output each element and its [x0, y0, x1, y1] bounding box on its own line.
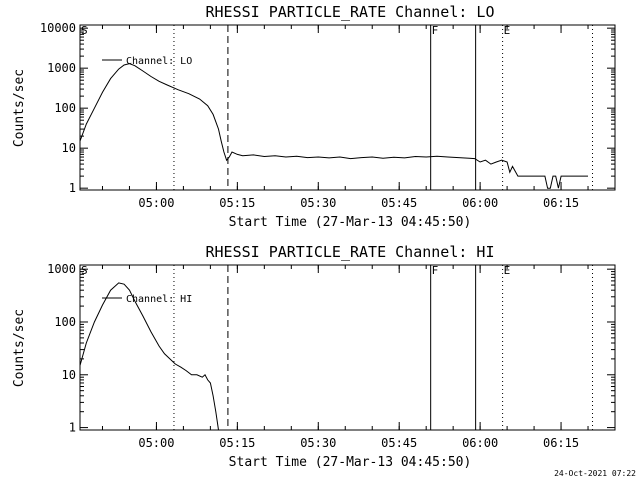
marker-label-F-hi: F [432, 264, 439, 277]
y-tick-label-lo: 10000 [40, 21, 76, 35]
y-tick-label-hi: 10 [62, 368, 76, 382]
x-tick-label-hi: 05:45 [381, 436, 417, 450]
y-axis-label-hi: Counts/sec [12, 309, 27, 387]
y-tick-label-hi: 1 [69, 421, 76, 435]
x-tick-label-lo: 05:45 [381, 196, 417, 210]
series-line-hi [79, 282, 219, 431]
plot-frame-lo [79, 24, 616, 191]
y-tick-label-lo: 1 [69, 181, 76, 195]
x-tick-label-lo: 05:15 [219, 196, 255, 210]
x-tick-label-hi: 05:00 [138, 436, 174, 450]
series-line-lo [79, 63, 588, 189]
marker-label-E-hi: E [504, 264, 511, 277]
footer-timestamp: 24-Oct-2021 07:22 [554, 469, 636, 478]
panel-lo: RHESSI PARTICLE_RATE Channel: LO S F E 1 10… [12, 3, 616, 230]
panel-hi: RHESSI PARTICLE_RATE Channel: HI S F E 1 10… [12, 243, 616, 470]
y-axis-ticks-hi: 1 10 100 1000 [47, 262, 615, 435]
x-tick-label-lo: 06:00 [462, 196, 498, 210]
x-tick-label-hi: 06:15 [543, 436, 579, 450]
legend-label-hi: Channel: HI [126, 294, 192, 305]
x-tick-label-lo: 05:30 [300, 196, 336, 210]
marker-label-S-lo: S [81, 24, 88, 37]
x-tick-label-lo: 05:00 [138, 196, 174, 210]
marker-label-S-hi: S [81, 264, 88, 277]
plot-frame-hi [79, 264, 616, 431]
legend-label-lo: Channel: LO [126, 56, 192, 67]
x-axis-ticks-lo: 05:00 05:15 05:30 05:45 06:00 06:15 [101, 25, 589, 210]
y-tick-label-hi: 100 [54, 315, 76, 329]
marker-label-F-lo: F [432, 24, 439, 37]
x-axis-ticks-hi: 05:00 05:15 05:30 05:45 06:00 06:15 [101, 265, 589, 450]
marker-label-E-lo: E [504, 24, 511, 37]
x-axis-label-hi: Start Time (27-Mar-13 04:45:50) [229, 455, 472, 470]
chart-title-hi: RHESSI PARTICLE_RATE Channel: HI [206, 243, 495, 261]
y-tick-label-lo: 100 [54, 101, 76, 115]
x-tick-label-hi: 06:00 [462, 436, 498, 450]
y-axis-ticks-lo: 1 10 100 1000 10000 [40, 21, 615, 195]
chart-title-lo: RHESSI PARTICLE_RATE Channel: LO [206, 3, 495, 21]
y-tick-label-lo: 1000 [47, 61, 76, 75]
x-tick-label-lo: 06:15 [543, 196, 579, 210]
x-tick-label-hi: 05:15 [219, 436, 255, 450]
y-tick-label-lo: 10 [62, 141, 76, 155]
x-tick-label-hi: 05:30 [300, 436, 336, 450]
x-axis-label-lo: Start Time (27-Mar-13 04:45:50) [229, 215, 472, 230]
y-tick-label-hi: 1000 [47, 262, 76, 276]
y-axis-label-lo: Counts/sec [12, 69, 27, 147]
